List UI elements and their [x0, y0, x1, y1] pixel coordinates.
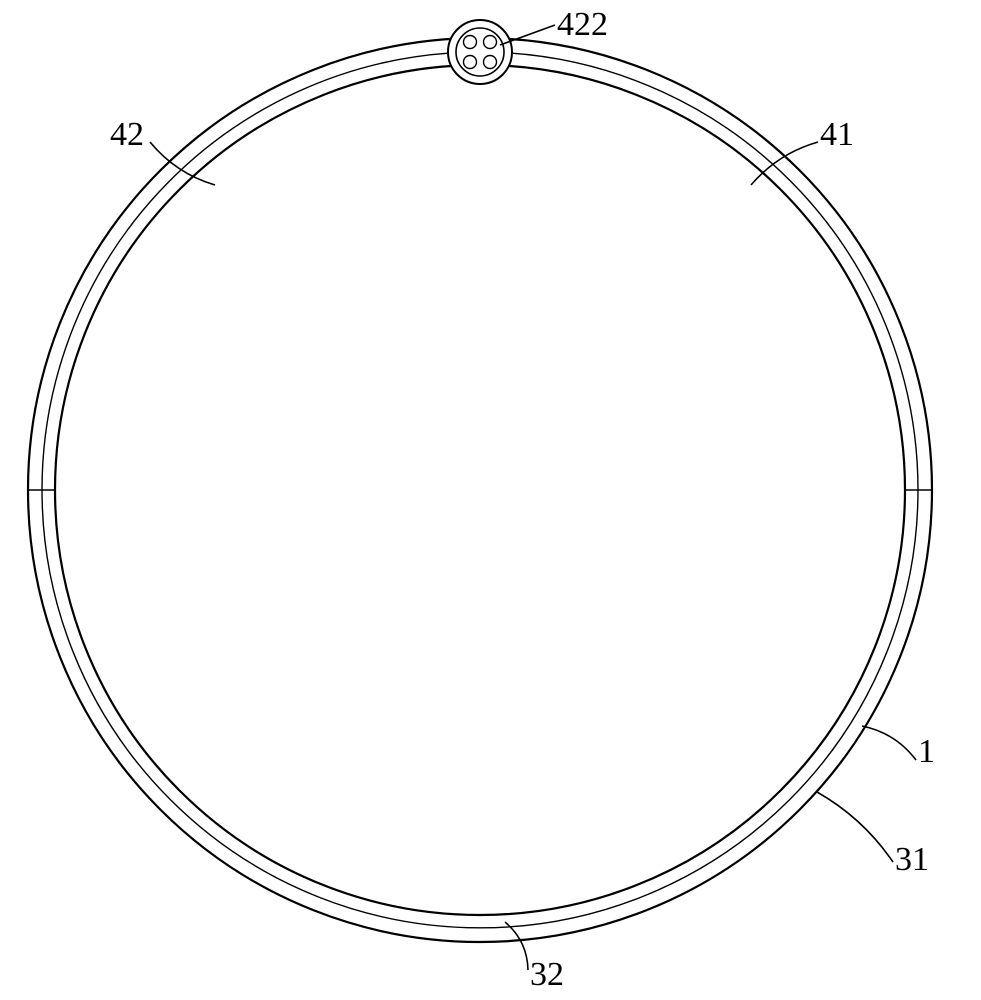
diagram-canvas: 422 41 42 1 31 32: [0, 0, 981, 1000]
label-31: 31: [895, 841, 929, 878]
connector-assembly: [447, 19, 513, 85]
ring-assembly: [28, 38, 932, 942]
label-1: 1: [918, 733, 935, 770]
label-32: 32: [530, 956, 564, 993]
label-42: 42: [110, 116, 144, 153]
labels-group: 422 41 42 1 31 32: [110, 6, 935, 993]
label-41: 41: [820, 116, 854, 153]
label-422: 422: [557, 6, 608, 43]
